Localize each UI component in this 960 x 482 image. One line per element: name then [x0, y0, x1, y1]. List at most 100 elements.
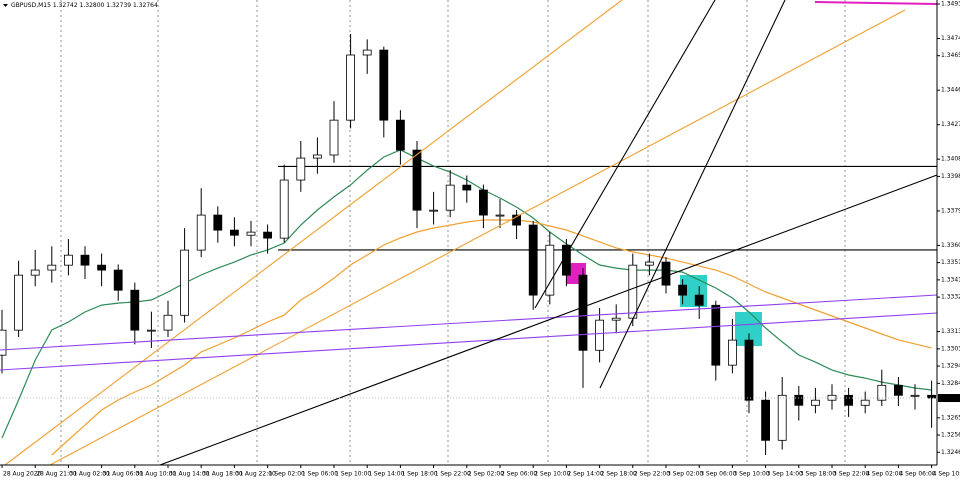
x-tick-label: 31 Aug 22:00: [235, 471, 276, 478]
candle-body: [844, 394, 853, 406]
candle-body: [412, 149, 422, 211]
y-tick-label: 1.34650: [941, 52, 960, 59]
candle-body: [30, 269, 40, 276]
candle-body: [445, 184, 455, 211]
x-tick-label: 31 Aug 02:00: [69, 471, 110, 478]
candle-body: [894, 384, 903, 396]
x-tick-label: 3 Sep 18:00: [800, 471, 836, 478]
candle-body: [329, 119, 339, 156]
candle-body: [14, 274, 24, 331]
candle-body: [379, 49, 389, 121]
y-tick-label: 1.34270: [941, 121, 960, 128]
y-tick-label: 1.33130: [941, 328, 960, 335]
candle-body: [180, 249, 190, 316]
candle-body: [777, 394, 787, 441]
candle-body: [794, 394, 804, 406]
candle-body: [113, 269, 123, 291]
y-tick-label: 1.32845: [941, 380, 960, 387]
candle-body: [761, 399, 770, 441]
x-tick-label: 31 Aug 18:00: [202, 471, 243, 478]
menu-arrow[interactable]: [3, 4, 8, 7]
x-tick-label: 4 Sep 10:00: [933, 471, 960, 478]
candle-body: [910, 394, 920, 397]
trend-line: [534, 0, 716, 309]
candle-body: [744, 339, 754, 401]
y-tick-label: 1.32560: [941, 432, 960, 439]
trend-line: [159, 174, 938, 466]
candle-body: [130, 289, 140, 331]
candle-body: [811, 399, 820, 406]
trend-lines: [0, 0, 938, 466]
x-tick-label: 1 Sep 02:00: [269, 471, 305, 478]
chart-title: GBPUSD,M15 1.32742 1.32800 1.32739 1.327…: [11, 2, 158, 9]
x-tick-label: 1 Sep 10:00: [335, 471, 371, 478]
candle-body: [279, 179, 289, 239]
candle-body: [64, 254, 73, 266]
x-tick-label: 1 Sep 22:00: [435, 471, 471, 478]
candle-body: [0, 329, 7, 356]
x-tick-label: 1 Sep 06:00: [302, 471, 338, 478]
candle-body: [628, 264, 638, 319]
y-tick-label: 1.34080: [941, 156, 960, 163]
trend-line: [49, 9, 906, 466]
candle-body: [146, 329, 156, 332]
candle-body: [47, 264, 57, 271]
candle-body: [495, 214, 505, 217]
candle-body: [611, 317, 621, 321]
candle-body: [545, 244, 555, 296]
x-tick-label: 28 Aug 21:00: [36, 471, 77, 478]
candle-body: [478, 189, 488, 216]
x-tick-label: 2 Sep 14:00: [567, 471, 603, 478]
candle-body: [246, 231, 256, 236]
y-tick-label: 1.33415: [941, 276, 960, 283]
trend-line: [0, 294, 938, 351]
y-tick-label: 1.33985: [941, 173, 960, 180]
candle-body: [661, 261, 671, 286]
candle-body: [528, 224, 538, 296]
x-tick-label: 31 Aug 14:00: [169, 471, 210, 478]
x-tick-label: 3 Sep 14:00: [767, 471, 803, 478]
x-tick-label: 1 Sep 18:00: [401, 471, 437, 478]
x-tick-label: 2 Sep 22:00: [634, 471, 670, 478]
x-tick-label: 4 Sep 06:00: [899, 471, 935, 478]
x-tick-label: 3 Sep 22:00: [833, 471, 869, 478]
y-tick-label: 1.34745: [941, 35, 960, 42]
last-price-label: 1.32764: [940, 395, 960, 402]
candle-body: [97, 264, 106, 271]
y-tick-label: 1.33035: [941, 345, 960, 352]
candle-body: [462, 184, 472, 191]
candle-body: [296, 157, 306, 181]
x-tick-label: 31 Aug 10:00: [136, 471, 177, 478]
y-tick-label: 1.34460: [941, 87, 960, 94]
candle-body: [645, 261, 654, 266]
candle-body: [728, 339, 737, 366]
candle-body: [678, 284, 687, 296]
last-price-box: [938, 394, 960, 403]
x-tick-label: 4 Sep 02:00: [866, 471, 902, 478]
candle-body: [312, 154, 322, 159]
candle-body: [694, 294, 704, 306]
y-tick-label: 1.33795: [941, 207, 960, 214]
candle-body: [927, 394, 936, 399]
candle-body: [196, 214, 206, 251]
y-tick-label: 1.33510: [941, 259, 960, 266]
x-tick-label: 2 Sep 18:00: [601, 471, 637, 478]
candle-body: [213, 214, 223, 231]
y-tick-label: 1.32940: [941, 363, 960, 370]
x-tick-label: 3 Sep 10:00: [733, 471, 769, 478]
y-tick-label: 1.33605: [941, 242, 960, 249]
x-tick-label: 3 Sep 02:00: [667, 471, 703, 478]
candle-body: [395, 119, 405, 151]
x-tick-label: 2 Sep 06:00: [501, 471, 537, 478]
candle-body: [163, 314, 173, 331]
x-tick-label: 2 Sep 02:00: [468, 471, 504, 478]
y-tick-label: 1.34935: [941, 0, 960, 7]
x-tick-label: 31 Aug 06:00: [103, 471, 144, 478]
series-layer: [0, 33, 937, 456]
trend-line: [0, 312, 938, 371]
candle-body: [860, 399, 870, 406]
candle-body: [80, 254, 90, 266]
trend-line: [814, 1, 938, 5]
